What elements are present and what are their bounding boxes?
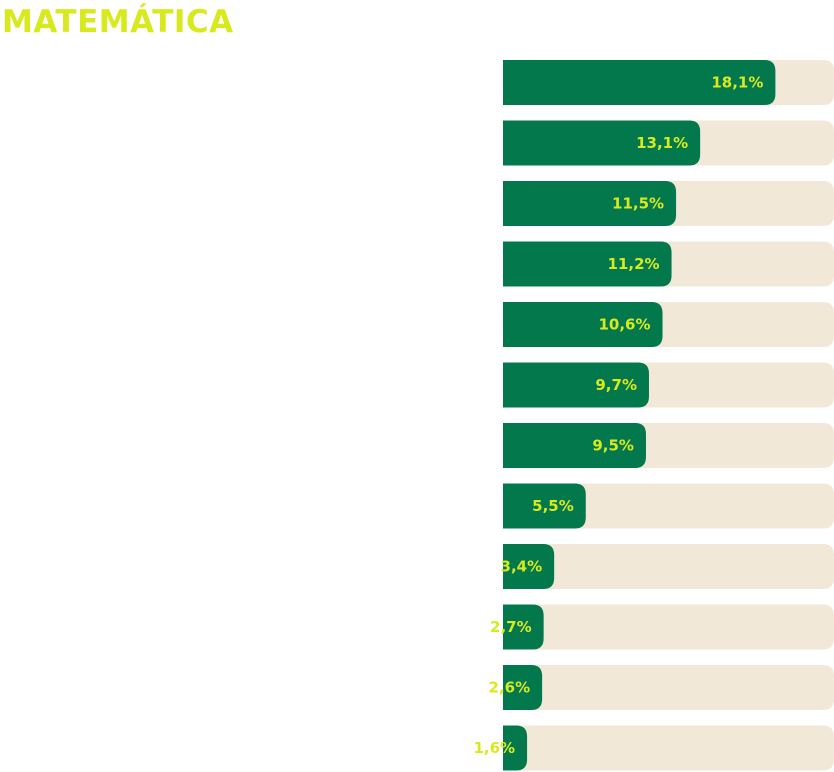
bar-value-label: 2,7%	[490, 618, 532, 636]
bar-row: 13,1%	[503, 120, 834, 166]
bar-row: 9,5%	[503, 423, 834, 468]
bar-value-label: 2,6%	[489, 679, 531, 697]
bar-track	[503, 544, 834, 589]
bar-row: 18,1%	[503, 60, 834, 105]
bar	[503, 181, 677, 226]
bar	[503, 302, 663, 347]
bar	[503, 423, 646, 468]
bar-value-label: 13,1%	[636, 134, 688, 152]
bar-value-label: 18,1%	[711, 74, 763, 92]
bar-row: 5,5%	[503, 483, 834, 529]
bar	[503, 725, 528, 771]
bar	[503, 60, 776, 105]
bar-row: 2,6%	[489, 665, 834, 710]
bar-row: 11,5%	[503, 181, 834, 226]
bar-row: 9,7%	[503, 362, 834, 408]
bar	[503, 362, 649, 408]
bar-track	[503, 604, 834, 650]
bar	[503, 483, 586, 529]
bar-row: 3,4%	[501, 544, 834, 589]
bar	[503, 665, 543, 710]
bar-value-label: 1,6%	[473, 739, 515, 757]
bar-value-label: 3,4%	[501, 558, 543, 576]
chart-title: MATEMÁTICA	[2, 4, 234, 40]
bar-value-label: 11,2%	[608, 255, 660, 273]
bar	[503, 241, 672, 287]
bar-track	[503, 725, 834, 771]
bar-row: 2,7%	[490, 604, 834, 650]
bar-value-label: 5,5%	[532, 497, 574, 515]
bar-value-label: 9,7%	[595, 376, 637, 394]
bar-value-label: 11,5%	[612, 195, 664, 213]
bar-row: 11,2%	[503, 241, 834, 287]
bar	[503, 604, 544, 650]
bar-row: 1,6%	[473, 725, 834, 771]
bar	[503, 544, 555, 589]
bar-row: 10,6%	[503, 302, 834, 347]
bar-value-label: 10,6%	[598, 316, 650, 334]
bar	[503, 120, 701, 166]
bar-track	[503, 665, 834, 710]
bar-value-label: 9,5%	[592, 437, 634, 455]
